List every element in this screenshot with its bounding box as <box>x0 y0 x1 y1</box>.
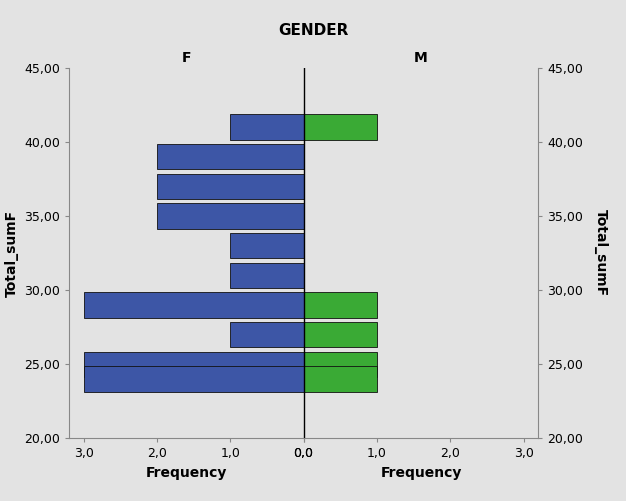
Y-axis label: Total_sumF: Total_sumF <box>594 209 608 297</box>
Bar <box>304 366 377 392</box>
Bar <box>83 352 304 377</box>
Y-axis label: Total_sumF: Total_sumF <box>4 209 18 297</box>
Bar <box>230 322 304 347</box>
Bar <box>230 263 304 288</box>
Bar <box>230 233 304 258</box>
Bar <box>157 144 304 169</box>
X-axis label: Frequency: Frequency <box>146 466 227 480</box>
Bar <box>157 203 304 228</box>
Bar <box>157 174 304 199</box>
Title: F: F <box>182 51 191 65</box>
Bar <box>230 114 304 140</box>
X-axis label: Frequency: Frequency <box>381 466 461 480</box>
Bar <box>304 292 377 318</box>
Bar <box>304 322 377 347</box>
Bar <box>304 114 377 140</box>
Text: GENDER: GENDER <box>278 23 348 38</box>
Bar <box>304 352 377 377</box>
Bar <box>83 292 304 318</box>
Title: M: M <box>414 51 428 65</box>
Bar <box>83 366 304 392</box>
